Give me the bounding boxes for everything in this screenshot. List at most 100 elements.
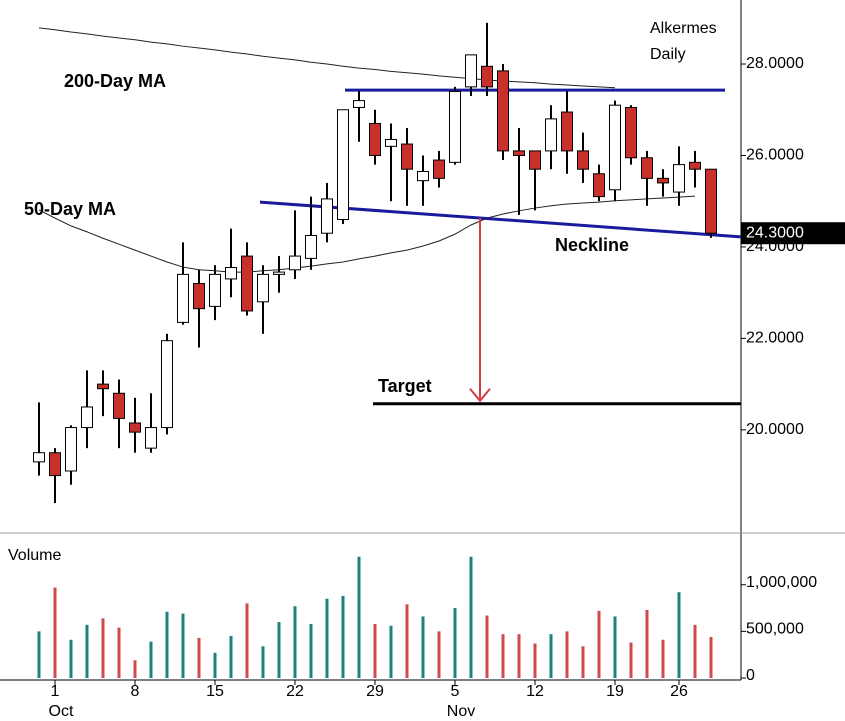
volume-bar xyxy=(517,634,521,678)
y-tick-label: 26.0000 xyxy=(746,147,804,164)
candle-body xyxy=(705,168,717,234)
volume-bar xyxy=(469,556,473,678)
candle-body xyxy=(49,452,61,477)
y-tick-label: 28.0000 xyxy=(746,55,804,72)
volume-bar xyxy=(421,616,425,678)
candle-body xyxy=(257,273,269,303)
month-label: Oct xyxy=(49,703,74,720)
candle-body xyxy=(241,255,253,312)
candle-body xyxy=(145,427,157,449)
candle-body xyxy=(417,170,429,182)
candle-body xyxy=(641,157,653,179)
candle-body xyxy=(673,164,685,193)
ma-label: 50-Day MA xyxy=(24,199,116,219)
y-tick-label: 1,000,000 xyxy=(746,574,817,591)
volume-bar xyxy=(501,634,505,678)
last-price-label: 24.3000 xyxy=(746,224,804,241)
candle-body xyxy=(65,427,77,472)
volume-bar xyxy=(277,622,281,678)
x-tick-label: 26 xyxy=(670,683,688,700)
candle-body xyxy=(625,106,637,159)
moving-average xyxy=(38,195,696,273)
neckline-label: Neckline xyxy=(555,235,629,255)
candle-body xyxy=(577,150,589,170)
volume-bar xyxy=(485,615,489,678)
volume-bar xyxy=(293,606,297,678)
volume-bar xyxy=(453,608,457,678)
x-tick-label: 22 xyxy=(286,683,304,700)
y-tick-label: 0 xyxy=(746,667,755,684)
candle-body xyxy=(481,65,493,88)
volume-bar xyxy=(85,624,89,678)
candle-body xyxy=(321,198,333,234)
candle-body xyxy=(561,111,573,152)
candle-body xyxy=(97,383,109,390)
x-tick-label: 12 xyxy=(526,683,544,700)
candle-body xyxy=(609,104,621,191)
candle-body xyxy=(177,273,189,323)
candle-body xyxy=(465,54,477,88)
candle-body xyxy=(369,122,381,156)
volume-bar xyxy=(549,634,553,678)
candle-body xyxy=(433,159,445,179)
volume-bar xyxy=(149,641,153,678)
month-label: Nov xyxy=(447,703,475,720)
volume-bar xyxy=(405,604,409,678)
volume-bar xyxy=(229,636,233,678)
volume-bar xyxy=(341,595,345,678)
volume-bar xyxy=(373,623,377,678)
volume-bar xyxy=(37,631,41,678)
volume-bar xyxy=(133,660,137,678)
last-price-box xyxy=(741,222,845,245)
x-tick-label: 8 xyxy=(131,683,140,700)
x-tick-label: 15 xyxy=(206,683,224,700)
volume-bar xyxy=(101,618,105,678)
candle-body xyxy=(449,90,461,163)
candle-body xyxy=(81,406,93,429)
volume-bar xyxy=(309,623,313,678)
candle-body xyxy=(161,340,173,429)
candle-body xyxy=(337,109,349,220)
volume-bar xyxy=(325,598,329,678)
candle-body xyxy=(289,255,301,271)
volume-bar xyxy=(581,646,585,678)
target-arrow xyxy=(469,218,491,403)
candle-body xyxy=(401,143,413,170)
candle-body xyxy=(209,273,221,307)
candle-body xyxy=(497,70,509,152)
candle-body xyxy=(273,271,285,275)
volume-bar xyxy=(389,625,393,678)
volume-bar xyxy=(197,637,201,678)
candle-body xyxy=(385,138,397,147)
candle-body xyxy=(129,422,141,433)
volume-bar xyxy=(629,642,633,678)
volume-bar xyxy=(533,643,537,678)
volume-bar xyxy=(677,592,681,678)
candle-body xyxy=(113,392,125,419)
candle-body xyxy=(33,452,45,463)
volume-bar xyxy=(245,603,249,678)
volume-bar xyxy=(117,627,121,678)
candle-body xyxy=(529,150,541,170)
x-tick-label: 29 xyxy=(366,683,384,700)
y-tick-label: 20.0000 xyxy=(746,421,804,438)
candle-body xyxy=(305,235,317,259)
target-label: Target xyxy=(378,376,432,396)
candle-body xyxy=(193,283,205,310)
candle-body xyxy=(545,118,557,152)
ma-label: 200-Day MA xyxy=(64,71,166,91)
candle-body xyxy=(657,177,669,184)
x-tick-label: 19 xyxy=(606,683,624,700)
volume-bar xyxy=(565,631,569,678)
candle-body xyxy=(689,161,701,170)
volume-bar xyxy=(693,624,697,678)
y-tick-label: 500,000 xyxy=(746,621,804,638)
volume-bar xyxy=(613,616,617,678)
volume-bar xyxy=(261,646,265,678)
volume-bar xyxy=(53,587,57,678)
candle-body xyxy=(513,150,525,156)
candle-body xyxy=(225,267,237,280)
volume-bar xyxy=(597,610,601,678)
volume-bar xyxy=(69,639,73,678)
